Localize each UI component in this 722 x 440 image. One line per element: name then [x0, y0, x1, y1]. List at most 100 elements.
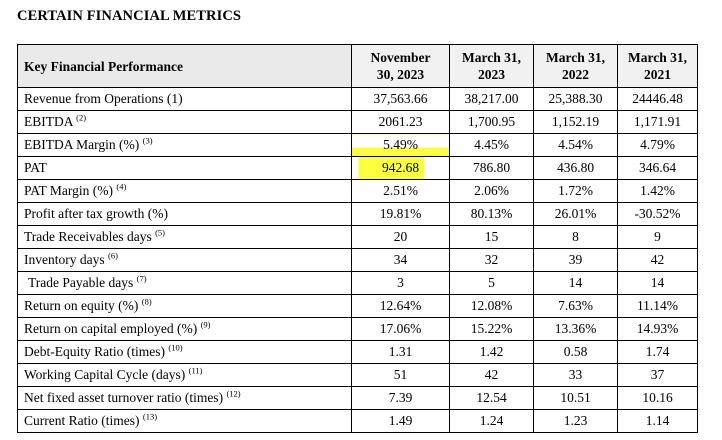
row-label-text: PAT Margin (%) [24, 183, 114, 198]
cell-value: 42 [617, 248, 698, 272]
cell-value: 1.24 [449, 409, 534, 433]
section-heading: CERTAIN FINANCIAL METRICS [17, 8, 242, 24]
cell-value: 15 [449, 225, 534, 249]
cell-value: 436.80 [533, 156, 618, 180]
cell-value: 37,563.66 [351, 87, 450, 111]
cell-value: 7.39 [351, 386, 450, 410]
row-label-text: Current Ratio (times) [24, 413, 140, 428]
cell-value: 14 [533, 271, 618, 295]
row-label: Trade Receivables days (5) [17, 225, 352, 249]
cell-value: 1.74 [617, 340, 698, 364]
row-label-text: EBITDA [24, 114, 73, 129]
row-label: Profit after tax growth (%) [17, 202, 352, 226]
cell-value: 0.58 [533, 340, 618, 364]
row-label-text: Return on equity (%) [24, 298, 139, 313]
row-label-text: Working Capital Cycle (days) [24, 367, 186, 382]
header-nov-2023-line1: November [370, 50, 431, 65]
row-label: Working Capital Cycle (days) (11) [17, 363, 352, 387]
footnote-marker: (10) [168, 342, 183, 353]
cell-value: 24446.48 [617, 87, 698, 111]
row-label-text: Trade Receivables days [24, 229, 152, 244]
row-label: Current Ratio (times) (13) [17, 409, 352, 433]
financial-metrics-table: Key Financial Performance November 30, 2… [17, 44, 698, 433]
cell-value: 12.08% [449, 294, 534, 318]
table-row: Net fixed asset turnover ratio (times) (… [17, 386, 698, 410]
cell-value: 12.64% [351, 294, 450, 318]
header-mar-2021-line2: 2021 [644, 67, 671, 82]
header-mar-2022: March 31, 2022 [533, 44, 618, 88]
cell-value: 1,700.95 [449, 110, 534, 134]
cell-value: 2061.23 [351, 110, 450, 134]
cell-value: 2.51% [351, 179, 450, 203]
table-row: Revenue from Operations (1) 37,563.66 38… [17, 87, 698, 111]
header-mar-2022-line2: 2022 [562, 67, 589, 82]
cell-value: 1,171.91 [617, 110, 698, 134]
row-label-text: Return on capital employed (%) [24, 321, 198, 336]
footnote-marker: (5) [155, 227, 166, 238]
cell-value: 13.36% [533, 317, 618, 341]
row-label: Revenue from Operations (1) [17, 87, 352, 111]
footnote-marker: (9) [200, 319, 211, 330]
row-label: PAT [17, 156, 352, 180]
row-label: Trade Payable days (7) [17, 271, 352, 295]
cell-value: 786.80 [449, 156, 534, 180]
cell-value: 14.93% [617, 317, 698, 341]
row-label: Inventory days (6) [17, 248, 352, 272]
cell-value: 1.42% [617, 179, 698, 203]
row-label: PAT Margin (%) (4) [17, 179, 352, 203]
header-key-financial-performance: Key Financial Performance [17, 44, 352, 88]
table-row: Return on capital employed (%) (9) 17.06… [17, 317, 698, 341]
row-label-text: Inventory days [24, 252, 105, 267]
table-row: Profit after tax growth (%) 19.81% 80.13… [17, 202, 698, 226]
row-label: EBITDA Margin (%) (3) [17, 133, 352, 157]
row-label-text: PAT [24, 160, 47, 175]
highlighted-value: 942.68 [381, 160, 420, 175]
cell-value: 34 [351, 248, 450, 272]
footnote-marker: (4) [116, 181, 127, 192]
row-label: Return on capital employed (%) (9) [17, 317, 352, 341]
cell-value: 17.06% [351, 317, 450, 341]
cell-value: 14 [617, 271, 698, 295]
header-mar-2023-line2: 2023 [478, 67, 505, 82]
cell-value: 42 [449, 363, 534, 387]
row-label-text: EBITDA Margin (%) [24, 137, 140, 152]
header-mar-2023: March 31, 2023 [449, 44, 534, 88]
cell-value: 10.51 [533, 386, 618, 410]
row-label-text: Trade Payable days [28, 275, 134, 290]
row-label-text: Revenue from Operations (1) [24, 91, 183, 106]
footnote-marker: (13) [142, 411, 158, 422]
cell-value: 9 [617, 225, 698, 249]
row-label: Return on equity (%) (8) [17, 294, 352, 318]
cell-value: 1.23 [533, 409, 618, 433]
table-row: Trade Receivables days (5) 20 15 8 9 [17, 225, 698, 249]
cell-value: 2.06% [449, 179, 534, 203]
footnote-marker: (8) [141, 296, 152, 307]
table-row: Trade Payable days (7) 3 5 14 14 [17, 271, 698, 295]
table-row: Current Ratio (times) (13) 1.49 1.24 1.2… [17, 409, 698, 433]
cell-value-highlighted: 5.49% [351, 133, 450, 157]
cell-value: 39 [533, 248, 618, 272]
cell-value: 80.13% [449, 202, 534, 226]
cell-value: 15.22% [449, 317, 534, 341]
table-row: Debt-Equity Ratio (times) (10) 1.31 1.42… [17, 340, 698, 364]
cell-value: 1.14 [617, 409, 698, 433]
row-label-text: Debt-Equity Ratio (times) [24, 344, 165, 359]
cell-value: 11.14% [617, 294, 698, 318]
row-label: EBITDA (2) [17, 110, 352, 134]
row-label-text: Net fixed asset turnover ratio (times) [24, 390, 224, 405]
table-row: Working Capital Cycle (days) (11) 51 42 … [17, 363, 698, 387]
footnote-marker: (2) [76, 112, 87, 123]
cell-value: 37 [617, 363, 698, 387]
table-row: EBITDA Margin (%) (3) 5.49% 4.45% 4.54% … [17, 133, 698, 157]
header-nov-2023-line2: 30, 2023 [376, 67, 425, 82]
cell-value: 19.81% [351, 202, 450, 226]
cell-value: 1,152.19 [533, 110, 618, 134]
cell-value: 1.31 [351, 340, 450, 364]
footnote-marker: (11) [188, 365, 203, 376]
cell-value: 12.54 [449, 386, 534, 410]
footnote-marker: (7) [136, 273, 147, 284]
footnote-marker: (3) [142, 135, 153, 146]
table-row: PAT 942.68 786.80 436.80 346.64 [17, 156, 698, 180]
header-mar-2021-line1: March 31, [628, 50, 687, 65]
